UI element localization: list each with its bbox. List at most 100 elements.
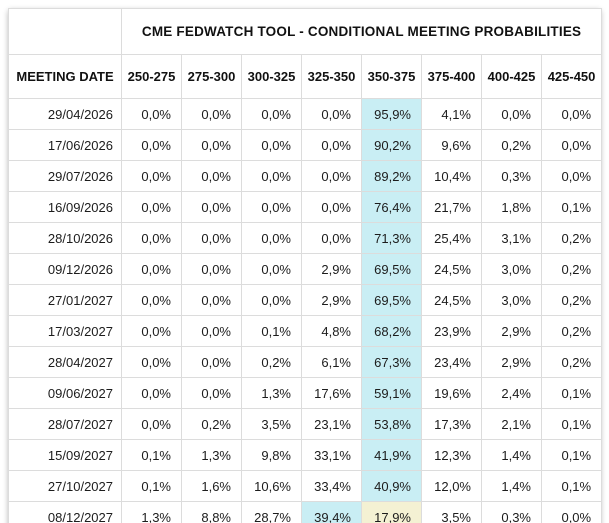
table-row: 17/06/2026 0,0% 0,0% 0,0% 0,0% 90,2% 9,6% 0,2% 0…	[8, 129, 603, 161]
probability-cell: 0,0%	[241, 191, 302, 223]
probability-cell: 0,0%	[121, 284, 182, 316]
probability-cell: 0,0%	[121, 222, 182, 254]
probability-cell: 0,0%	[181, 253, 242, 285]
probability-cell: 0,0%	[181, 315, 242, 347]
probability-cell: 0,0%	[540, 129, 603, 161]
rate-column-header: 250-275	[121, 54, 182, 99]
table-title: CME FEDWATCH TOOL - CONDITIONAL MEETING …	[120, 8, 603, 55]
probability-cell: 0,0%	[181, 284, 242, 316]
probability-cell: 4,1%	[421, 98, 482, 130]
probability-cell: 0,0%	[121, 160, 182, 192]
table-body: 29/04/2026 0,0% 0,0% 0,0% 0,0% 95,9% 4,1% 0,0% 0…	[8, 98, 603, 523]
probability-cell: 0,1%	[540, 439, 603, 471]
probability-cell: 0,3%	[481, 160, 542, 192]
probability-cell: 17,9%	[361, 501, 422, 523]
probability-cell: 17,6%	[301, 377, 362, 409]
rate-column-header: 400-425	[481, 54, 542, 99]
rate-column-header: 300-325	[241, 54, 302, 99]
probability-cell: 2,9%	[301, 284, 362, 316]
meeting-date-cell: 16/09/2026	[8, 191, 122, 223]
probability-cell: 0,0%	[181, 377, 242, 409]
probability-cell: 0,2%	[540, 346, 603, 378]
probability-cell: 67,3%	[361, 346, 422, 378]
probability-cell: 0,0%	[121, 377, 182, 409]
table-row: 09/06/2027 0,0% 0,0% 1,3% 17,6% 59,1% 19,6% 2,4…	[8, 377, 603, 409]
probability-cell: 1,3%	[181, 439, 242, 471]
probability-cell: 0,2%	[540, 284, 603, 316]
probability-cell: 2,9%	[481, 346, 542, 378]
probability-cell: 90,2%	[361, 129, 422, 161]
table-row: 17/03/2027 0,0% 0,0% 0,1% 4,8% 68,2% 23,9% 2,9%…	[8, 315, 603, 347]
probability-cell: 23,1%	[301, 408, 362, 440]
probability-cell: 0,1%	[121, 470, 182, 502]
probability-cell: 0,0%	[301, 160, 362, 192]
probability-cell: 0,0%	[241, 160, 302, 192]
probability-cell: 0,0%	[121, 408, 182, 440]
probability-cell: 0,2%	[540, 222, 603, 254]
probability-cell: 0,0%	[181, 129, 242, 161]
probability-cell: 24,5%	[421, 284, 482, 316]
probability-cell: 0,1%	[540, 408, 603, 440]
meeting-date-cell: 29/07/2026	[8, 160, 122, 192]
probability-cell: 0,0%	[241, 222, 302, 254]
probability-cell: 3,0%	[481, 284, 542, 316]
probability-cell: 10,6%	[241, 470, 302, 502]
probability-cell: 3,5%	[421, 501, 482, 523]
meeting-date-header: MEETING DATE	[8, 54, 122, 99]
probability-cell: 95,9%	[361, 98, 422, 130]
probability-cell: 4,8%	[301, 315, 362, 347]
probability-cell: 23,9%	[421, 315, 482, 347]
probability-cell: 89,2%	[361, 160, 422, 192]
probability-cell: 1,4%	[481, 439, 542, 471]
probability-cell: 3,5%	[241, 408, 302, 440]
meeting-date-cell: 27/10/2027	[8, 470, 122, 502]
rate-column-header: 350-375	[361, 54, 422, 99]
probability-cell: 0,0%	[540, 98, 603, 130]
probability-cell: 0,0%	[121, 98, 182, 130]
probability-cell: 0,2%	[540, 315, 603, 347]
table-row: 09/12/2026 0,0% 0,0% 0,0% 2,9% 69,5% 24,5% 3,0%…	[8, 253, 603, 285]
probability-cell: 6,1%	[301, 346, 362, 378]
probability-cell: 23,4%	[421, 346, 482, 378]
meeting-date-cell: 29/04/2026	[8, 98, 122, 130]
rate-column-header: 325-350	[301, 54, 362, 99]
rate-column-header: 375-400	[421, 54, 482, 99]
probability-cell: 41,9%	[361, 439, 422, 471]
probability-cell: 0,2%	[241, 346, 302, 378]
meeting-date-cell: 28/10/2026	[8, 222, 122, 254]
probability-cell: 0,0%	[540, 501, 603, 523]
probability-cell: 24,5%	[421, 253, 482, 285]
meeting-date-cell: 08/12/2027	[8, 501, 122, 523]
table-row: 28/10/2026 0,0% 0,0% 0,0% 0,0% 71,3% 25,4% 3,1%…	[8, 222, 603, 254]
table-row: 29/04/2026 0,0% 0,0% 0,0% 0,0% 95,9% 4,1% 0,0% 0…	[8, 98, 603, 130]
probability-cell: 69,5%	[361, 253, 422, 285]
rate-column-header: 275-300	[181, 54, 242, 99]
probability-cell: 71,3%	[361, 222, 422, 254]
probability-cell: 69,5%	[361, 284, 422, 316]
probability-cell: 8,8%	[181, 501, 242, 523]
probability-cell: 0,0%	[121, 346, 182, 378]
table-row: 08/12/2027 1,3% 8,8% 28,7% 39,4% 17,9% 3,5% 0,3…	[8, 501, 603, 523]
probability-cell: 0,0%	[241, 253, 302, 285]
probability-cell: 1,8%	[481, 191, 542, 223]
table-row: 29/07/2026 0,0% 0,0% 0,0% 0,0% 89,2% 10,4% 0,3%…	[8, 160, 603, 192]
probability-cell: 9,6%	[421, 129, 482, 161]
probability-cell: 1,3%	[241, 377, 302, 409]
probability-cell: 53,8%	[361, 408, 422, 440]
probability-cell: 0,0%	[301, 191, 362, 223]
probability-cell: 0,0%	[121, 129, 182, 161]
probability-cell: 0,0%	[181, 346, 242, 378]
probability-cell: 0,0%	[241, 129, 302, 161]
meeting-date-cell: 28/04/2027	[8, 346, 122, 378]
probability-cell: 2,9%	[481, 315, 542, 347]
table-row: 16/09/2026 0,0% 0,0% 0,0% 0,0% 76,4% 21,7% 1,8%…	[8, 191, 603, 223]
fedwatch-probabilities-table: CME FEDWATCH TOOL - CONDITIONAL MEETING …	[8, 8, 603, 523]
probability-cell: 0,1%	[121, 439, 182, 471]
probability-cell: 0,0%	[301, 222, 362, 254]
meeting-date-cell: 27/01/2027	[8, 284, 122, 316]
probability-cell: 2,1%	[481, 408, 542, 440]
probability-cell: 0,0%	[121, 253, 182, 285]
probability-cell: 21,7%	[421, 191, 482, 223]
meeting-date-cell: 09/06/2027	[8, 377, 122, 409]
